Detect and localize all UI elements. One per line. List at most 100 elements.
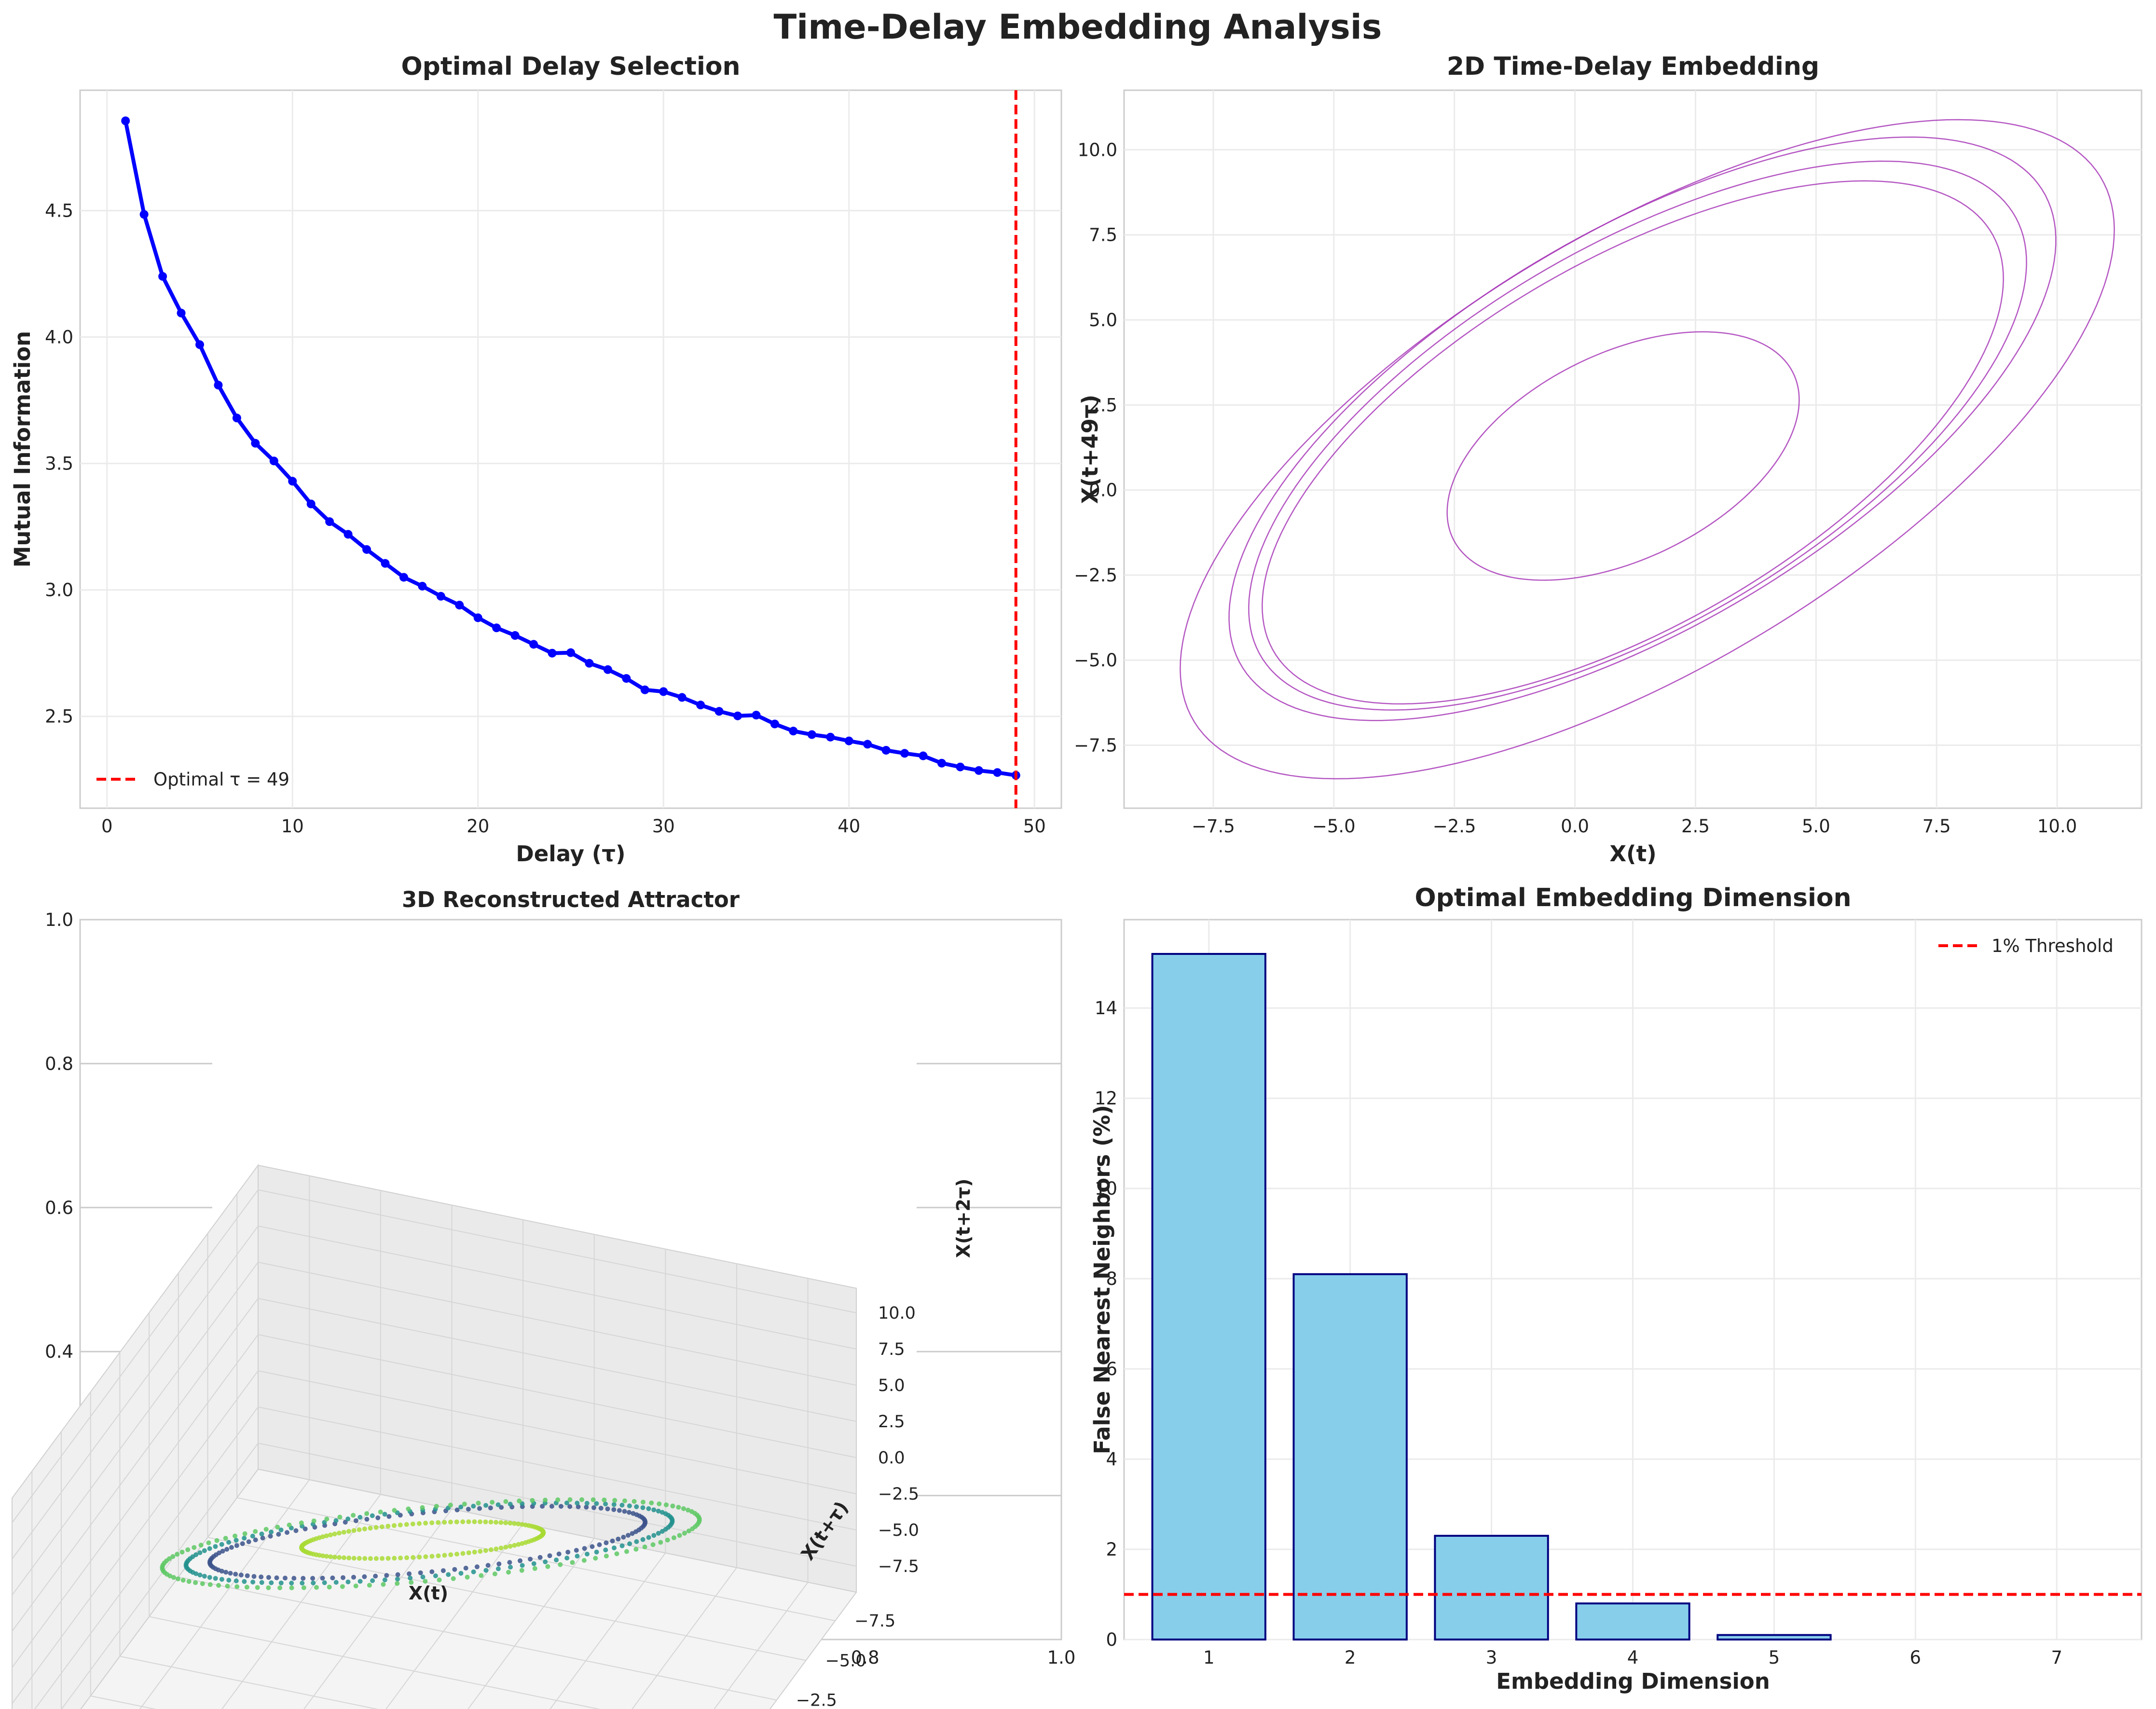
panel4-bar <box>1575 1602 1690 1641</box>
panel3-data-point <box>633 1546 639 1552</box>
panel2-ytick-label: 10.0 <box>1078 139 1117 160</box>
panel3-data-point <box>342 1555 346 1560</box>
panel-2d-embedding: −7.5 −5.0 −2.5 0.0 2.5 5.0 7.5 10.0 −7.5 −5.0 −2.5… <box>1074 52 2142 867</box>
panel3-data-point <box>512 1543 517 1548</box>
panel3-data-point <box>380 1556 385 1561</box>
panel3-data-point <box>368 1526 373 1531</box>
panel3-data-point <box>175 1552 180 1557</box>
panel3-data-point <box>518 1558 522 1563</box>
panel1-data-point <box>807 730 816 739</box>
panel3-data-point <box>259 1580 264 1585</box>
panel3-data-point <box>392 1556 397 1561</box>
panel3-data-point <box>395 1572 400 1577</box>
panel3-zlabel: X(t+2τ) <box>953 1179 974 1258</box>
panel3-data-point <box>543 1498 548 1502</box>
panel3-data-point <box>206 1540 211 1545</box>
panel3-data-point <box>466 1550 471 1556</box>
panel3-data-point <box>322 1580 327 1585</box>
panel3-data-point <box>545 1564 550 1569</box>
panel3-data-point <box>488 1519 494 1525</box>
panel1-data-point <box>362 545 371 554</box>
panel3-data-point <box>381 1582 386 1587</box>
panel3-data-point <box>300 1581 305 1585</box>
panel3-data-point <box>384 1573 389 1578</box>
panel3-data-point <box>594 1501 599 1506</box>
panel1-data-point <box>937 758 946 768</box>
panel1-data-point <box>251 439 260 448</box>
panel3-gridline <box>12 1334 259 1668</box>
panel3-data-point <box>466 1519 471 1524</box>
panel3-data-point <box>382 1512 387 1517</box>
panel3-data-point <box>423 1579 428 1584</box>
panel3-data-point <box>275 1525 280 1530</box>
panel3-data-point <box>478 1519 483 1524</box>
panel3-data-point <box>373 1525 379 1530</box>
panel3-data-point <box>532 1566 537 1571</box>
panel4-legend-label: 1% Threshold <box>1991 936 2114 956</box>
panel3-gridline <box>34 1406 259 1709</box>
panel3-data-point <box>520 1563 525 1568</box>
panel1-ylabel: Mutual Information <box>10 331 35 567</box>
panel1-data-point <box>900 749 909 758</box>
panel3-data-point <box>446 1572 451 1577</box>
panel3-data-point <box>268 1533 273 1539</box>
panel3-data-point <box>259 1531 264 1537</box>
panel1-legend-label: Optimal τ = 49 <box>153 769 289 790</box>
panel3-data-point <box>289 1585 294 1590</box>
panel3-data-point <box>240 1541 245 1546</box>
panel3-data-point <box>233 1533 238 1539</box>
panel3-data-point <box>223 1536 228 1541</box>
panel3-data-point <box>197 1572 203 1578</box>
panel3-data-point <box>665 1537 670 1543</box>
panel1-data-point <box>455 601 464 610</box>
panel3-data-point <box>612 1498 618 1503</box>
panel1-ytick-label: 2.5 <box>45 706 73 727</box>
panel3-gridline <box>258 1189 857 1313</box>
panel3-data-point <box>228 1571 233 1576</box>
panel3-data-point <box>242 1531 247 1536</box>
panel4-bar <box>1434 1534 1549 1641</box>
panel3-data-point <box>436 1520 441 1525</box>
panel3-data-point <box>301 1576 306 1581</box>
panel3-frame-xtick-label: 1.0 <box>1047 1647 1076 1668</box>
panel2-ytick-label: −7.5 <box>1074 735 1117 756</box>
panel3-ztick-label: 0.0 <box>878 1448 905 1468</box>
panel3-data-point <box>404 1555 410 1560</box>
panel4-bar <box>1151 953 1266 1640</box>
panel3-data-point <box>287 1522 292 1528</box>
panel1-data-point <box>214 381 223 390</box>
panel3-ztick-label: 2.5 <box>878 1412 905 1432</box>
panel3-data-point <box>278 1580 284 1585</box>
panel3-data-point <box>259 1574 264 1580</box>
panel3-data-point <box>327 1585 332 1590</box>
panel3-data-point <box>471 1569 476 1574</box>
panel3-data-point <box>417 1521 422 1526</box>
panel1-ticks: 0 10 20 30 40 50 2.5 3.0 3.5 4.0 4.5 <box>45 200 1046 837</box>
panel1-data-point <box>844 736 853 745</box>
panel3-data-point <box>494 1546 499 1552</box>
panel3-gridline <box>120 1655 379 1709</box>
panel3-data-point <box>640 1537 645 1542</box>
panel3-data-point <box>495 1502 501 1507</box>
panel3-data-point <box>483 1503 489 1508</box>
panel3-data-point <box>406 1506 411 1512</box>
panel3-data-point <box>293 1528 299 1533</box>
panel3-data-point <box>379 1524 385 1530</box>
panel3-data-point <box>333 1518 339 1523</box>
panel2-trajectory-loop <box>1262 180 2004 705</box>
panel3-gridline <box>258 1370 857 1494</box>
panel3-data-point <box>676 1504 681 1510</box>
panel1-data-point <box>436 592 445 601</box>
panel3-data-point <box>602 1497 607 1502</box>
panel3-frame-ytick-label: 0.8 <box>45 1053 73 1074</box>
panel3-data-point <box>302 1526 308 1531</box>
panel1-title: Optimal Delay Selection <box>401 52 740 81</box>
panel1-xtick-label: 50 <box>1023 816 1046 837</box>
panel3-data-point <box>617 1508 622 1513</box>
panel3-data-point <box>337 1515 343 1520</box>
panel3-data-point <box>392 1508 397 1513</box>
panel3-data-point <box>458 1504 464 1510</box>
panel3-marks <box>160 1497 702 1590</box>
panel3-data-point <box>650 1542 656 1547</box>
